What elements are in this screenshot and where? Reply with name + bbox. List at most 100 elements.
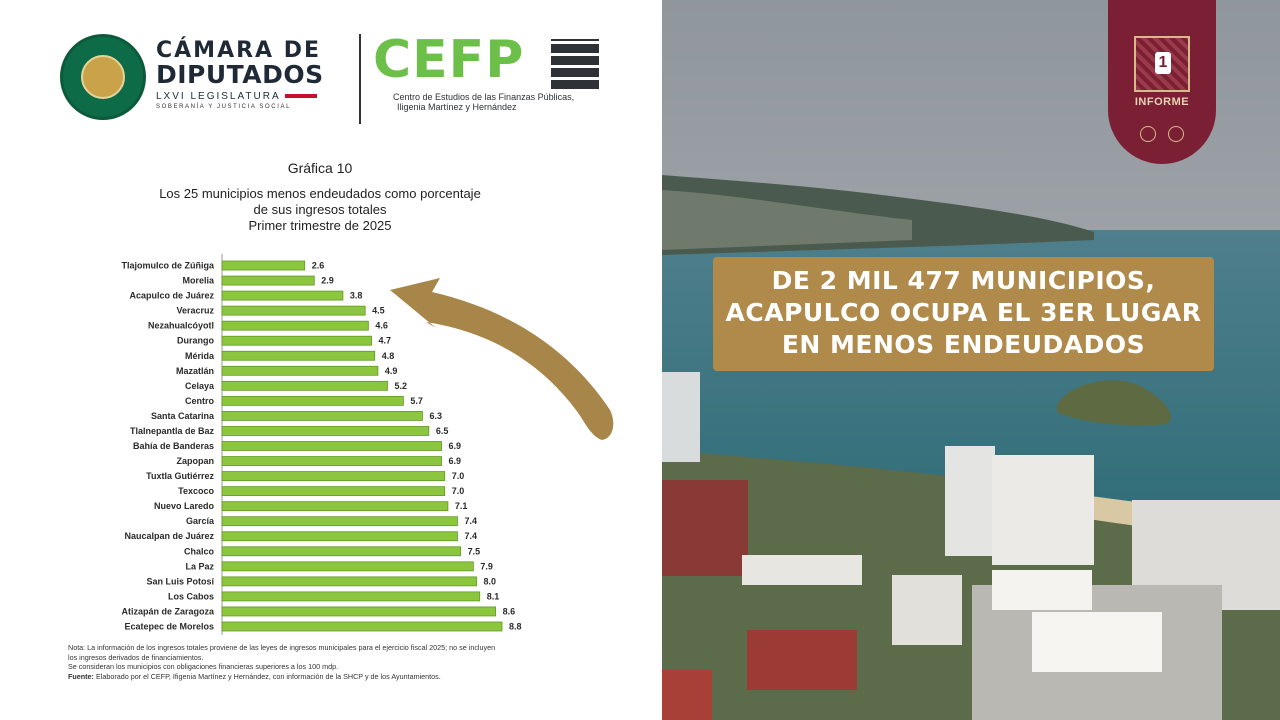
building-white [892, 575, 962, 645]
category-label: Tuxtla Gutiérrez [146, 471, 214, 481]
bar [221, 411, 423, 421]
building-red-2 [747, 630, 857, 690]
subtitle-line-1: Los 25 municipios menos endeudados como … [159, 186, 481, 201]
government-logo-icon [1168, 126, 1184, 142]
bar [221, 426, 430, 436]
category-label: La Paz [185, 561, 214, 571]
value-label: 8.0 [484, 576, 497, 586]
bar [221, 591, 481, 602]
bar [221, 260, 306, 271]
value-label: 6.9 [449, 456, 462, 466]
value-label: 8.1 [487, 591, 500, 601]
subtitle-line-3: Primer trimestre de 2025 [248, 218, 392, 233]
camara-line2: DIPUTADOS [156, 60, 324, 89]
bar [221, 531, 458, 542]
value-label: 3.8 [350, 291, 363, 301]
category-label: Naucalpan de Juárez [124, 531, 214, 541]
category-label: Texcoco [178, 486, 214, 496]
bar [221, 380, 388, 391]
category-label: Veracruz [176, 306, 214, 316]
value-label: 2.6 [312, 261, 325, 271]
cefp-subtitle-2: Iligenia Martínez y Hernández [397, 102, 517, 112]
building-red [662, 480, 748, 576]
value-label: 8.6 [503, 606, 516, 616]
category-label: Ecatepec de Morelos [124, 621, 214, 631]
bar [221, 606, 497, 617]
camara-logo: CÁMARA DE DIPUTADOS LXVI LEGISLATURA SOB… [156, 40, 356, 111]
category-label: Santa Catarina [151, 411, 215, 421]
value-label: 6.3 [429, 411, 442, 421]
category-label: Chalco [184, 546, 215, 556]
informe-badge: 1 INFORME [1108, 0, 1216, 164]
value-label: 4.5 [372, 306, 385, 316]
bar [221, 305, 366, 316]
category-label: Morelia [182, 276, 215, 286]
banner-line-1: DE 2 MIL 477 MUNICIPIOS, [771, 266, 1156, 295]
building-grid-icon [551, 39, 599, 89]
value-label: 7.5 [468, 546, 481, 556]
banner-line-3: EN MENOS ENDEUDADOS [781, 330, 1146, 359]
chart-notes: Nota: La información de los ingresos tot… [68, 643, 628, 681]
value-label: 5.2 [394, 381, 407, 391]
value-label: 7.0 [452, 486, 465, 496]
category-label: San Luis Potosí [146, 576, 214, 586]
category-label: Tlajomulco de Zúñiga [121, 261, 214, 271]
category-label: Tlalnepantla de Baz [130, 426, 215, 436]
value-label: 5.7 [410, 396, 423, 406]
informe-number: 1 [1155, 52, 1171, 74]
legislatura-text: LXVI LEGISLATURA [156, 91, 281, 102]
roof-white-1 [992, 570, 1092, 610]
bar-chart: Tlajomulco de Zúñiga 2.6 Morelia 2.9 Acapulc… [121, 254, 522, 635]
roof-white-3 [742, 555, 862, 585]
informe-label: INFORME [1134, 96, 1190, 108]
value-label: 8.8 [509, 621, 522, 631]
note-line-3: Se consideran los municipios con obligac… [68, 662, 339, 672]
chart-subtitle: Los 25 municipios menos endeudados como … [100, 186, 540, 234]
hotel-tower [992, 455, 1094, 565]
value-label: 4.9 [385, 366, 398, 376]
value-label: 4.8 [382, 351, 395, 361]
cefp-word: CEFP [373, 30, 525, 90]
bar [221, 576, 477, 587]
header-logos: CÁMARA DE DIPUTADOS LXVI LEGISLATURA SOB… [60, 32, 620, 127]
category-label: Centro [185, 396, 215, 406]
bar [221, 350, 376, 361]
bar [221, 395, 404, 406]
subtitle-line-2: de sus ingresos totales [253, 202, 387, 217]
bar [221, 441, 442, 451]
value-label: 4.7 [379, 336, 392, 346]
value-label: 7.4 [464, 516, 477, 526]
source-line: Fuente: Elaborado por el CEFP, Ifigenia … [68, 672, 628, 682]
hillside-houses [662, 190, 912, 250]
cefp-subtitle-1: Centro de Estudios de las Finanzas Públi… [393, 92, 575, 102]
bar [221, 335, 372, 346]
value-label: 7.1 [455, 501, 468, 511]
note-line-1: Nota: La información de los ingresos tot… [68, 643, 496, 652]
bar [221, 561, 474, 572]
source-label: Fuente: [68, 671, 94, 681]
bar [221, 501, 449, 512]
value-label: 7.4 [464, 531, 477, 541]
roof-white-2 [1032, 612, 1162, 672]
bar [221, 290, 344, 301]
bar [221, 546, 462, 557]
island [1057, 380, 1171, 426]
category-label: Nezahualcóyotl [148, 321, 214, 331]
category-label: Durango [177, 336, 215, 346]
bar [221, 516, 458, 527]
value-label: 6.5 [436, 426, 449, 436]
value-label: 6.9 [449, 441, 462, 451]
tower-center [945, 446, 995, 556]
logo-divider [359, 34, 361, 124]
category-label: Los Cabos [168, 591, 214, 601]
chart-title: Gráfica 10 [287, 160, 353, 176]
camara-line1: CÁMARA DE [156, 38, 322, 63]
eagle-emblem-icon [81, 55, 125, 99]
bar [221, 275, 315, 286]
value-label: 4.6 [375, 321, 388, 331]
municipal-logo-icon [1140, 126, 1156, 142]
value-label: 2.9 [321, 276, 334, 286]
source-text: Elaborado por el CEFP, Ifigenia Martínez… [95, 671, 441, 681]
category-label: García [186, 516, 215, 526]
tower-left [662, 372, 700, 462]
